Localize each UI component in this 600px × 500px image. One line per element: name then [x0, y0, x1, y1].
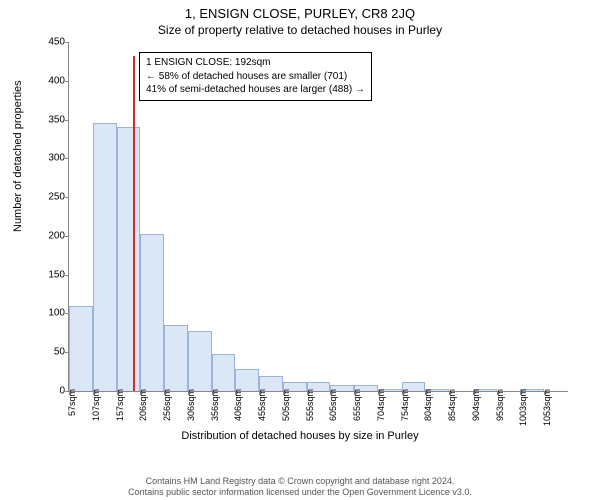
- annotation-line-2: ← 58% of detached houses are smaller (70…: [146, 70, 365, 84]
- chart-container: Number of detached properties 1 ENSIGN C…: [20, 42, 580, 442]
- y-tick-mark: [65, 275, 69, 276]
- x-tick-label: 605sqm: [328, 389, 338, 421]
- x-tick-label: 804sqm: [423, 389, 433, 421]
- x-tick-label: 455sqm: [257, 389, 267, 421]
- histogram-bar: [69, 306, 93, 391]
- x-tick-label: 306sqm: [186, 389, 196, 421]
- annotation-line-1: 1 ENSIGN CLOSE: 192sqm: [146, 56, 365, 70]
- footer-line-2: Contains public sector information licen…: [0, 487, 600, 498]
- histogram-bar: [140, 234, 164, 391]
- y-tick-mark: [65, 120, 69, 121]
- page-subtitle: Size of property relative to detached ho…: [0, 21, 600, 43]
- histogram-bar: [164, 325, 188, 391]
- x-tick-label: 555sqm: [305, 389, 315, 421]
- y-tick-label: 250: [31, 192, 65, 203]
- annotation-box: 1 ENSIGN CLOSE: 192sqm ← 58% of detached…: [139, 52, 372, 101]
- property-marker-line: [133, 56, 135, 391]
- footer-attribution: Contains HM Land Registry data © Crown c…: [0, 476, 600, 500]
- plot-area: 1 ENSIGN CLOSE: 192sqm ← 58% of detached…: [68, 42, 568, 392]
- histogram-bar: [235, 369, 259, 391]
- y-tick-label: 100: [31, 308, 65, 319]
- x-tick-label: 1053sqm: [542, 389, 552, 426]
- y-tick-label: 0: [31, 386, 65, 397]
- histogram-bar: [93, 123, 117, 391]
- x-tick-label: 754sqm: [400, 389, 410, 421]
- y-tick-label: 300: [31, 153, 65, 164]
- y-tick-mark: [65, 158, 69, 159]
- x-tick-label: 1003sqm: [518, 389, 528, 426]
- x-tick-label: 704sqm: [376, 389, 386, 421]
- x-tick-label: 854sqm: [447, 389, 457, 421]
- y-tick-label: 150: [31, 269, 65, 280]
- y-tick-label: 50: [31, 347, 65, 358]
- histogram-bar: [188, 331, 212, 391]
- annotation-line-3: 41% of semi-detached houses are larger (…: [146, 83, 365, 97]
- x-axis-label: Distribution of detached houses by size …: [20, 430, 580, 442]
- x-tick-label: 256sqm: [162, 389, 172, 421]
- x-tick-label: 655sqm: [352, 389, 362, 421]
- x-tick-label: 953sqm: [495, 389, 505, 421]
- y-axis-label: Number of detached properties: [12, 80, 24, 232]
- footer-line-1: Contains HM Land Registry data © Crown c…: [0, 476, 600, 487]
- y-tick-label: 350: [31, 114, 65, 125]
- x-tick-label: 107sqm: [91, 389, 101, 421]
- histogram-bar: [117, 127, 141, 391]
- y-tick-mark: [65, 81, 69, 82]
- y-tick-mark: [65, 42, 69, 43]
- y-tick-mark: [65, 197, 69, 198]
- x-tick-label: 206sqm: [138, 389, 148, 421]
- y-tick-mark: [65, 236, 69, 237]
- x-tick-label: 157sqm: [115, 389, 125, 421]
- y-tick-label: 400: [31, 75, 65, 86]
- y-tick-label: 450: [31, 37, 65, 48]
- x-tick-label: 904sqm: [471, 389, 481, 421]
- y-tick-label: 200: [31, 230, 65, 241]
- x-tick-label: 356sqm: [210, 389, 220, 421]
- page-title: 1, ENSIGN CLOSE, PURLEY, CR8 2JQ: [0, 0, 600, 21]
- x-tick-label: 505sqm: [281, 389, 291, 421]
- histogram-bar: [212, 354, 236, 391]
- x-tick-label: 57sqm: [67, 389, 77, 416]
- x-tick-label: 406sqm: [233, 389, 243, 421]
